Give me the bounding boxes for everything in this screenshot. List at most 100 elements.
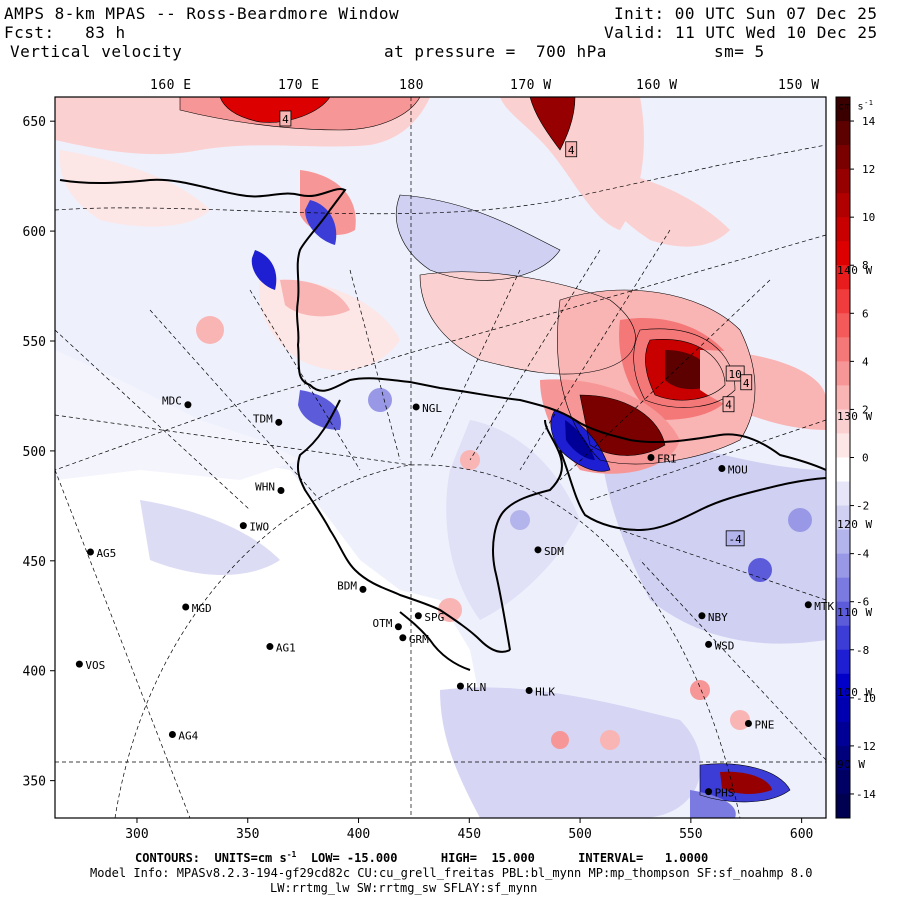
colorbar-swatch	[836, 193, 850, 218]
y-tick-label: 350	[23, 775, 46, 790]
station-marker-whn	[277, 486, 285, 494]
station-marker-ag4	[168, 730, 176, 738]
station-marker-pne	[744, 719, 752, 727]
colorbar-swatch	[836, 673, 850, 699]
lon-line-label-140w: 140 W	[837, 264, 873, 277]
colorbar-swatch	[836, 649, 850, 675]
station-label-nby: NBY	[708, 611, 728, 624]
y-tick-label: 600	[23, 225, 46, 240]
x-tick-label: 450	[458, 827, 481, 842]
colorbar-swatch	[836, 793, 850, 819]
station-marker-kln	[456, 682, 464, 690]
lat-lon-grid	[55, 97, 826, 818]
velocity-field	[55, 97, 826, 818]
station-label-ag4: AG4	[178, 729, 198, 742]
station-label-mtk: MTK	[814, 600, 834, 613]
contour-label: 10	[729, 368, 742, 381]
colorbar-swatch	[836, 385, 850, 410]
colorbar-swatch	[836, 529, 850, 555]
y-tick-label: 650	[23, 115, 46, 130]
colorbar-swatch	[836, 169, 850, 194]
station-marker-spg	[414, 612, 422, 620]
colorbar-swatch	[836, 697, 850, 723]
smoothing: sm= 5	[714, 42, 765, 61]
contour-label: 4	[282, 113, 289, 126]
contour-label-box	[565, 141, 578, 158]
x-tick-label: 400	[347, 827, 370, 842]
lon-line-label-100w: 100 W	[837, 686, 873, 699]
station-marker-phs	[705, 788, 713, 796]
colorbar-swatch	[836, 121, 850, 146]
contour-label-box	[279, 110, 292, 127]
contour-label: 4	[725, 399, 732, 412]
colorbar-tick-label: -6	[856, 596, 869, 609]
colorbar-swatch	[836, 241, 850, 266]
station-marker-ag1	[266, 643, 274, 651]
contour-label: 4	[568, 144, 575, 157]
colorbar-swatch	[836, 769, 850, 795]
colorbar-swatch	[836, 553, 850, 579]
colorbar-tick-label: -2	[856, 500, 869, 513]
station-marker-hlk	[525, 687, 533, 695]
lon-label-170e: 170 E	[278, 78, 320, 93]
station-label-phs: PHS	[715, 787, 735, 800]
colorbar-swatch	[836, 577, 850, 603]
station-marker-otm	[394, 623, 402, 631]
contour-label: 4	[743, 377, 750, 390]
x-tick-label: 500	[568, 827, 591, 842]
contour-lines	[179, 97, 791, 803]
lon-label-160w: 160 W	[636, 78, 678, 93]
station-marker-iwo	[239, 522, 247, 530]
lon-line-label-110w: 110 W	[837, 606, 873, 619]
colorbar-units: cm s-1	[838, 99, 874, 113]
colorbar-swatch	[836, 409, 850, 434]
variable-name: Vertical velocity	[10, 42, 183, 61]
station-label-kln: KLN	[466, 681, 486, 694]
station-marker-nby	[698, 612, 706, 620]
colorbar-swatch	[836, 721, 850, 747]
colorbar-tick-label: -10	[856, 692, 876, 705]
contour-label-box	[725, 530, 745, 547]
colorbar-tick-label: 2	[862, 403, 869, 416]
lon-line-label-120w: 120 W	[837, 518, 873, 531]
colorbar-swatch	[836, 265, 850, 290]
y-tick-label: 550	[23, 335, 46, 350]
plot-frame	[54, 96, 827, 819]
station-marker-mtk	[804, 601, 812, 609]
colorbar-tick-label: 12	[862, 163, 875, 176]
station-label-tdm: TDM	[253, 412, 273, 425]
x-tick-label: 600	[790, 827, 813, 842]
lon-label-170w: 170 W	[510, 78, 552, 93]
contour-label-box	[740, 374, 753, 391]
colorbar-swatch	[836, 217, 850, 242]
colorbar-swatch	[836, 145, 850, 170]
station-marker-ngl	[412, 403, 420, 411]
station-label-mgd: MGD	[192, 602, 212, 615]
colorbar-tick-label: -8	[856, 644, 869, 657]
station-label-whn: WHN	[255, 480, 275, 493]
axis-ticks: 350 400 450 500 550 600 650 300 350 400 450 500 550 6…	[23, 115, 814, 842]
x-tick-label: 350	[236, 827, 259, 842]
station-label-ag5: AG5	[96, 547, 116, 560]
valid-time: Valid: 11 UTC Wed 10 Dec 25	[604, 23, 878, 42]
station-label-pne: PNE	[754, 718, 774, 731]
station-marker-tdm	[275, 418, 283, 426]
colorbar-swatch	[836, 625, 850, 651]
lon-label-160e: 160 E	[150, 78, 192, 93]
station-marker-mgd	[182, 603, 190, 611]
station-label-mdc: MDC	[162, 395, 182, 408]
station-label-vos: VOS	[85, 659, 105, 672]
colorbar-tick-label: 4	[862, 355, 869, 368]
station-marker-sdm	[534, 546, 542, 554]
colorbar-swatch	[836, 97, 850, 122]
colorbar-swatch	[836, 457, 850, 483]
station-label-mou: MOU	[728, 463, 748, 476]
station-marker-wsd	[705, 640, 713, 648]
station-marker-mdc	[184, 401, 192, 409]
station-marker-bdm	[359, 585, 367, 593]
station-markers: MDC TDM WHN IWO AG5 MGD AG1 VOS AG4 BDM SPG OTM GRM K…	[75, 395, 835, 800]
pressure-level: at pressure = 700 hPa	[384, 42, 607, 61]
station-marker-mou	[718, 464, 726, 472]
station-label-ag1: AG1	[276, 642, 296, 655]
